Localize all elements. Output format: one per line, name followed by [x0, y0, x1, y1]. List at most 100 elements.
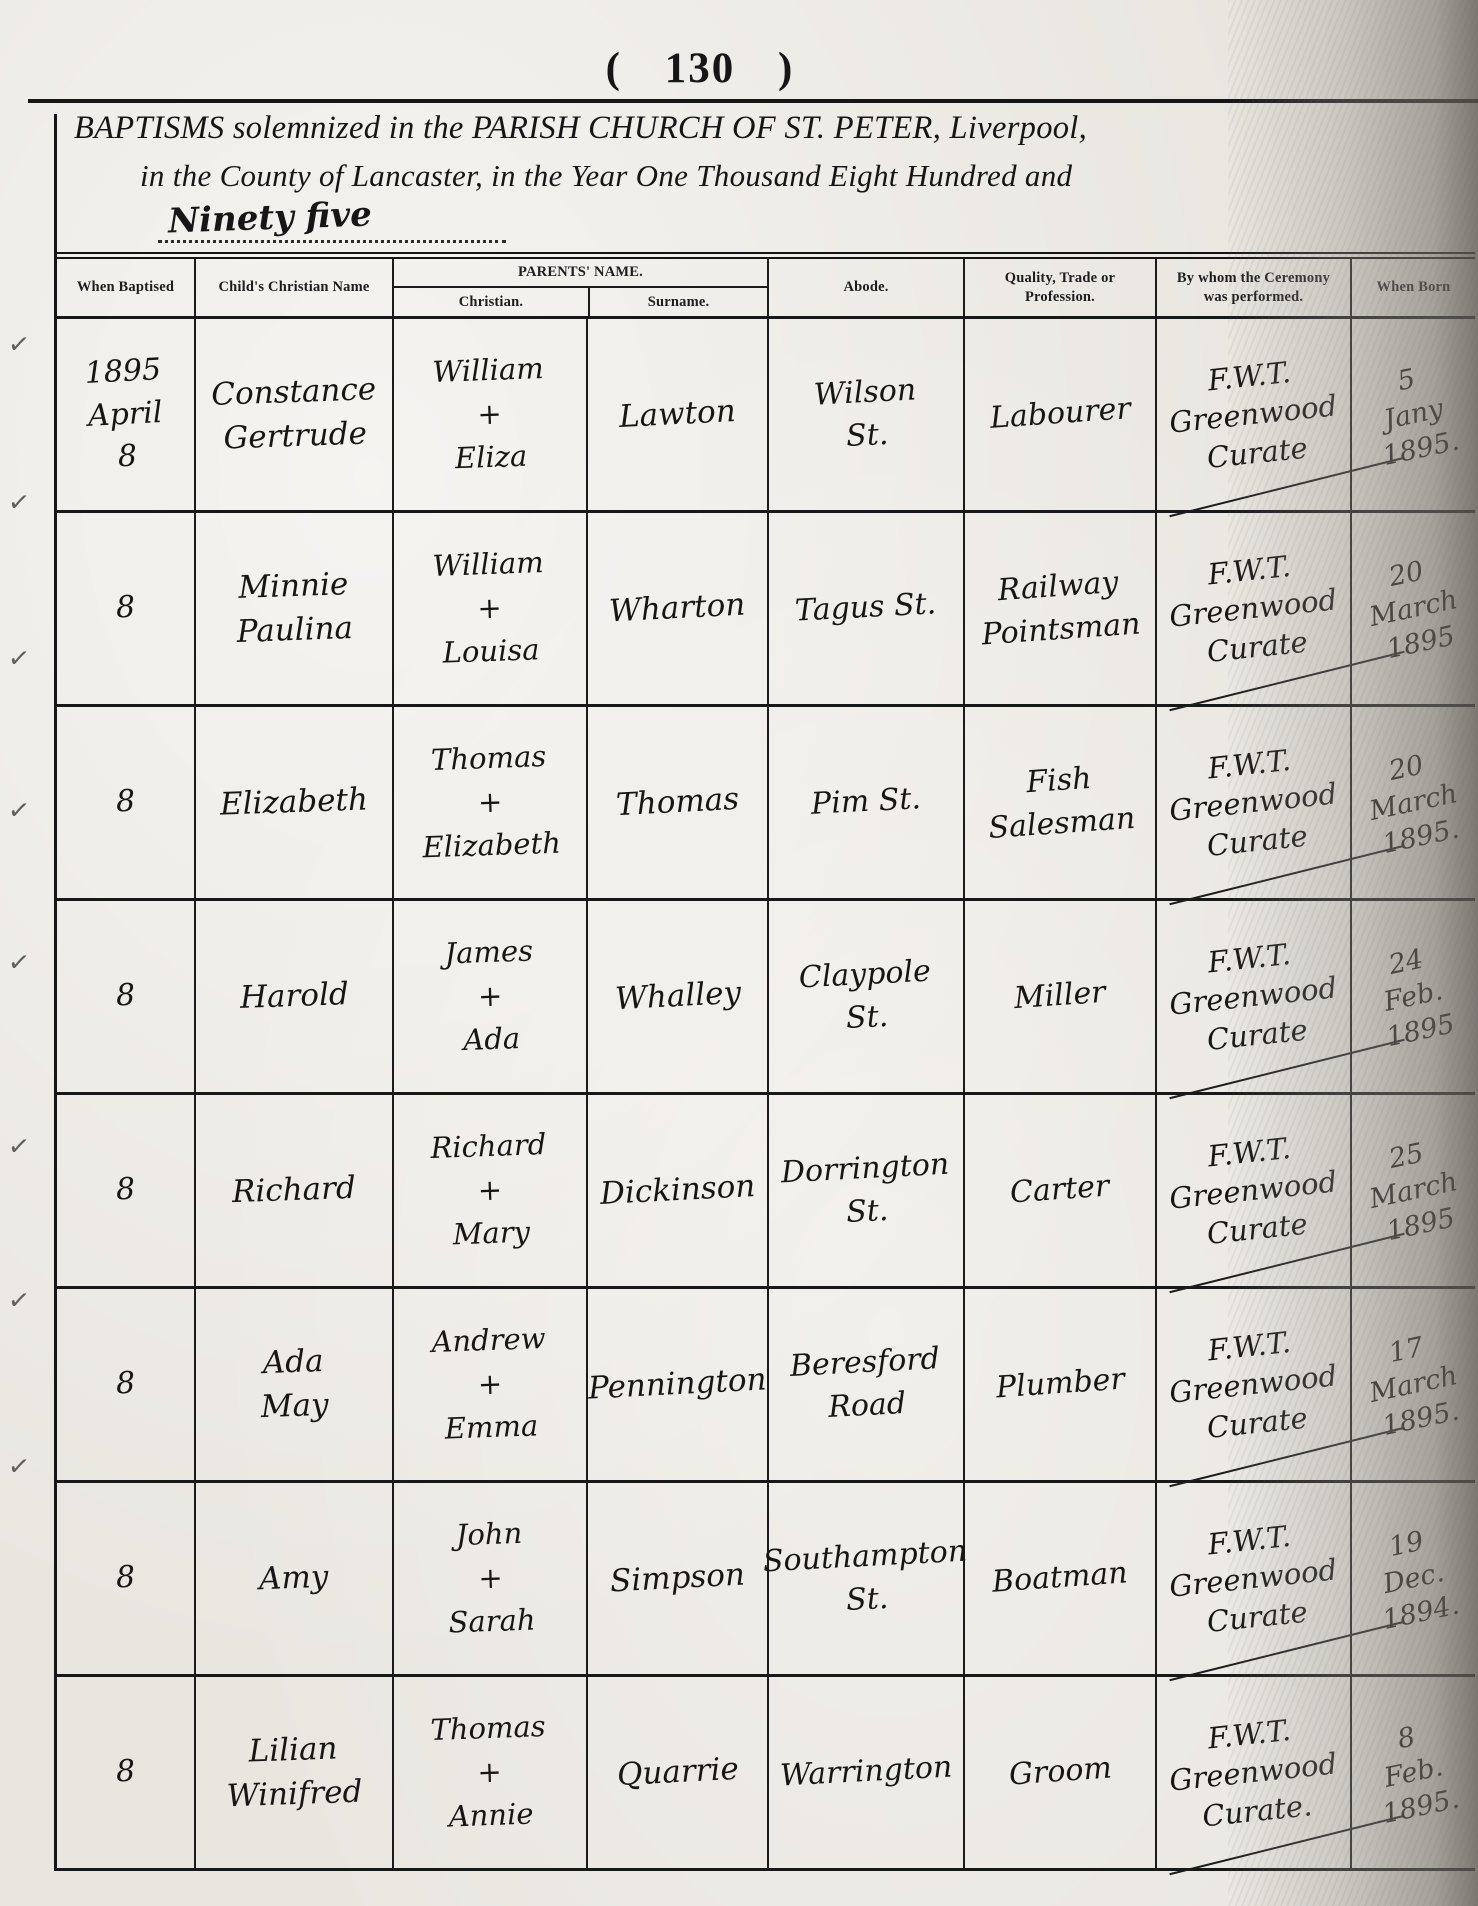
entry-parent-christian: William + Eliza — [432, 351, 545, 476]
cell-when-born: 20 March 1895. — [1352, 707, 1475, 901]
cell-surname: Pennington — [587, 1289, 769, 1483]
entry-when-baptised: 8 — [115, 1365, 136, 1402]
cell-when-baptised: 8 — [57, 513, 196, 707]
entry-ceremony-signature: F.W.T. Greenwood Curate — [1167, 1131, 1339, 1251]
header-parent-christian: Christian. — [394, 288, 590, 316]
header-label: Abode. — [843, 279, 889, 296]
cell-parent-christian: William + Eliza — [394, 319, 588, 513]
entry-trade: Miller — [1013, 975, 1107, 1017]
cell-when-baptised: 8 — [57, 1677, 196, 1871]
header-parents-name-group: PARENTS' NAME. Christian. Surname. — [394, 259, 769, 319]
entry-ceremony-signature: F.W.T. Greenwood Curate — [1167, 549, 1339, 669]
cell-child-name: Elizabeth — [196, 707, 394, 901]
entry-trade: Groom — [1007, 1750, 1113, 1793]
entry-when-baptised: 8 — [115, 977, 136, 1014]
entry-surname: Whalley — [613, 975, 742, 1018]
cell-parent-christian: William + Louisa — [394, 513, 588, 707]
cell-trade: Boatman — [965, 1483, 1157, 1677]
year-dotted-line: Ninety five — [158, 194, 506, 243]
cell-child-name: Harold — [196, 901, 394, 1095]
cell-when-baptised: 8 — [57, 707, 196, 901]
cell-parent-christian: James + Ada — [394, 901, 588, 1095]
entry-child-name: Elizabeth — [219, 781, 369, 824]
cell-trade: Fish Salesman — [965, 707, 1157, 901]
header-when-born: When Born — [1352, 259, 1475, 319]
entry-surname: Pennington — [587, 1361, 768, 1408]
cell-child-name: Amy — [196, 1483, 394, 1677]
cell-ceremony: F.W.T. Greenwood Curate — [1157, 1483, 1405, 1682]
cell-abode: Wilson St. — [769, 319, 965, 513]
entry-parent-christian: William + Louisa — [432, 545, 545, 670]
margin-check-mark: ✓ — [6, 1450, 32, 1484]
entry-trade: Fish Salesman — [986, 760, 1136, 846]
header-label: By whom the Ceremony was performed. — [1176, 269, 1331, 305]
cell-ceremony: F.W.T. Greenwood Curate — [1157, 707, 1405, 906]
cell-abode: Dorrington St. — [769, 1095, 965, 1289]
header-label: When Born — [1376, 279, 1451, 296]
header-ceremony: By whom the Ceremony was performed. — [1157, 259, 1352, 319]
margin-check-mark: ✓ — [6, 794, 32, 828]
entry-when-born: 19 Dec. 1894. — [1379, 1525, 1462, 1636]
entry-child-name: Ada May — [260, 1343, 330, 1426]
entry-abode: Southampton St. — [761, 1533, 968, 1618]
cell-abode: Warrington — [769, 1677, 965, 1871]
header-label: PARENTS' NAME. — [518, 264, 643, 281]
cell-child-name: Richard — [196, 1095, 394, 1289]
entry-ceremony-signature: F.W.T. Greenwood Curate — [1167, 1519, 1339, 1639]
entry-ceremony-signature: F.W.T. Greenwood Curate — [1167, 355, 1339, 475]
cell-when-born: 25 March 1895 — [1352, 1095, 1475, 1289]
entry-when-baptised: 8 — [115, 1559, 136, 1596]
margin-check-mark: ✓ — [6, 1130, 32, 1164]
entry-when-born: 24 Feb. 1895 — [1381, 943, 1458, 1054]
cell-ceremony: F.W.T. Greenwood Curate — [1157, 319, 1405, 518]
cell-when-born: 8 Feb. 1895. — [1352, 1677, 1475, 1871]
entry-surname: Thomas — [615, 781, 740, 824]
cell-when-baptised: 8 — [57, 1095, 196, 1289]
header-parents-subrow: Christian. Surname. — [394, 288, 767, 316]
entry-abode: Dorrington St. — [779, 1146, 950, 1230]
cell-ceremony: F.W.T. Greenwood Curate — [1157, 1289, 1405, 1488]
cell-parent-christian: Thomas + Elizabeth — [394, 707, 588, 901]
entry-when-baptised: 8 — [115, 1753, 136, 1790]
entry-ceremony-signature: F.W.T. Greenwood Curate. — [1167, 1713, 1339, 1834]
entry-surname: Wharton — [608, 586, 747, 631]
margin-check-mark: ✓ — [6, 1284, 32, 1318]
cell-surname: Dickinson — [588, 1095, 769, 1289]
cell-abode: Tagus St. — [769, 513, 965, 707]
entry-abode: Tagus St. — [794, 586, 938, 629]
cell-surname: Quarrie — [588, 1677, 769, 1871]
entry-child-name: Minnie Paulina — [236, 566, 354, 651]
entry-trade: Railway Pointsman — [980, 564, 1142, 652]
entry-surname: Quarrie — [615, 1751, 740, 1794]
cell-trade: Plumber — [965, 1289, 1157, 1483]
entry-parent-christian: Thomas + Elizabeth — [421, 739, 562, 865]
entry-trade: Carter — [1009, 1168, 1111, 1211]
entry-abode: Claypole St. — [798, 953, 932, 1036]
entry-trade: Boatman — [991, 1555, 1129, 1600]
entry-surname: Dickinson — [598, 1168, 757, 1213]
cell-ceremony: F.W.T. Greenwood Curate — [1157, 513, 1405, 712]
entry-parent-christian: Richard + Mary — [430, 1127, 547, 1252]
margin-check-mark: ✓ — [6, 642, 32, 676]
cell-when-baptised: 1895 April 8 — [57, 319, 196, 513]
cell-surname: Whalley — [588, 901, 769, 1095]
entry-parent-christian: John + Sarah — [447, 1516, 536, 1640]
cell-surname: Lawton — [588, 319, 769, 513]
cell-abode: Beresford Road — [769, 1289, 965, 1483]
header-label: Quality, Trade or Profession. — [1004, 269, 1116, 305]
entry-surname: Lawton — [618, 393, 737, 436]
cell-abode: Claypole St. — [769, 901, 965, 1095]
entry-abode: Beresford Road — [789, 1341, 941, 1425]
entry-child-name: Lilian Winifred — [226, 1730, 364, 1815]
entry-when-born: 8 Feb. 1895. — [1379, 1721, 1462, 1830]
cell-when-baptised: 8 — [57, 901, 196, 1095]
entry-abode: Warrington — [778, 1749, 953, 1794]
header-label: When Baptised — [76, 279, 175, 296]
cell-ceremony: F.W.T. Greenwood Curate — [1157, 901, 1405, 1100]
register-title-line2: in the County of Lancaster, in the Year … — [140, 158, 1073, 193]
entry-when-born: 20 March 1895 — [1366, 555, 1461, 666]
header-abode: Abode. — [769, 259, 965, 319]
entry-when-baptised: 8 — [115, 589, 136, 626]
header-label: Christian. — [458, 293, 524, 310]
cell-when-baptised: 8 — [57, 1483, 196, 1677]
